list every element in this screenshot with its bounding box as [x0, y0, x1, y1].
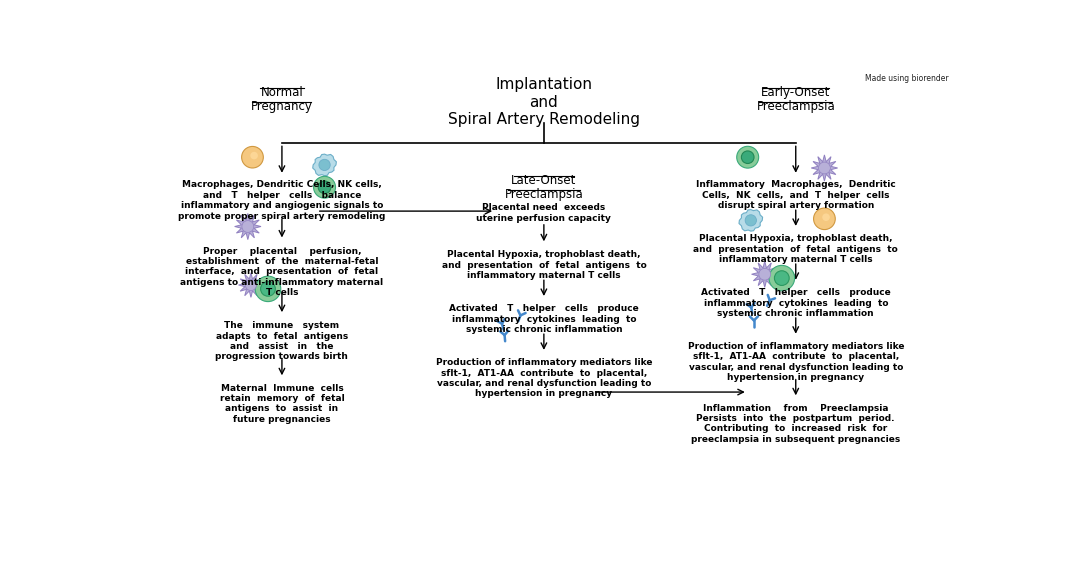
- Text: Macrophages, Dendritic Cells, NK cells,
and   T   helper   cells   balance
infla: Macrophages, Dendritic Cells, NK cells, …: [178, 180, 386, 221]
- Text: Production of inflammatory mediators like
sflt-1,  AT1-AA  contribute  to  place: Production of inflammatory mediators lik…: [436, 358, 652, 398]
- Text: The   immune   system
adapts  to  fetal  antigens
and   assist   in   the
progre: The immune system adapts to fetal antige…: [215, 321, 348, 362]
- Circle shape: [737, 146, 758, 168]
- Circle shape: [318, 159, 330, 170]
- Text: Activated   T   helper   cells   produce
inflammatory  cytokines  leading  to
sy: Activated T helper cells produce inflamm…: [701, 288, 890, 318]
- Text: Proper    placental    perfusion,
establishment  of  the  maternal-fetal
interfa: Proper placental perfusion, establishmen…: [180, 246, 383, 297]
- Circle shape: [814, 208, 835, 229]
- Polygon shape: [239, 273, 263, 297]
- Circle shape: [256, 276, 281, 302]
- Text: Late-Onset: Late-Onset: [511, 174, 576, 187]
- Polygon shape: [812, 155, 837, 181]
- Text: Pregnancy: Pregnancy: [251, 100, 313, 113]
- Polygon shape: [739, 209, 763, 231]
- Circle shape: [313, 176, 335, 198]
- Text: Maternal  Immune  cells
retain  memory  of  fetal
antigens  to  assist  in
futur: Maternal Immune cells retain memory of f…: [219, 384, 344, 424]
- Circle shape: [759, 269, 771, 280]
- Text: Inflammatory  Macrophages,  Dendritic
Cells,  NK  cells,  and  T  helper  cells
: Inflammatory Macrophages, Dendritic Cell…: [695, 180, 896, 210]
- Text: Placental Hypoxia, trophoblast death,
and  presentation  of  fetal  antigens  to: Placental Hypoxia, trophoblast death, an…: [442, 250, 646, 280]
- Text: Production of inflammatory mediators like
sflt-1,  AT1-AA  contribute  to  place: Production of inflammatory mediators lik…: [688, 342, 904, 382]
- Circle shape: [774, 271, 789, 285]
- Circle shape: [741, 151, 754, 163]
- Polygon shape: [234, 214, 261, 240]
- Circle shape: [242, 146, 263, 168]
- Polygon shape: [752, 261, 777, 287]
- Circle shape: [822, 214, 830, 221]
- Circle shape: [261, 281, 276, 296]
- Text: Made using biorender: Made using biorender: [865, 74, 949, 83]
- Circle shape: [318, 181, 331, 194]
- Text: Normal: Normal: [261, 87, 304, 99]
- Circle shape: [819, 162, 831, 174]
- Text: Inflammation    from    Preeclampsia
Persists  into  the  postpartum  period.
Co: Inflammation from Preeclampsia Persists …: [691, 404, 900, 444]
- Text: Placental Hypoxia, trophoblast death,
and  presentation  of  fetal  antigens  to: Placental Hypoxia, trophoblast death, an…: [693, 234, 898, 264]
- Circle shape: [746, 215, 756, 226]
- Polygon shape: [313, 154, 337, 176]
- Circle shape: [769, 266, 794, 291]
- Circle shape: [245, 280, 257, 291]
- Text: Implantation
and
Spiral Artery Remodeling: Implantation and Spiral Artery Remodelin…: [448, 77, 640, 127]
- Text: Placental need  exceeds
uterine perfusion capacity: Placental need exceeds uterine perfusion…: [476, 204, 611, 223]
- Text: Preeclampsia: Preeclampsia: [756, 100, 835, 113]
- Text: Early-Onset: Early-Onset: [761, 87, 831, 99]
- Text: Activated   T   helper   cells   produce
inflammatory  cytokines  leading  to
sy: Activated T helper cells produce inflamm…: [449, 304, 639, 334]
- Circle shape: [250, 152, 258, 159]
- Text: Preeclampsia: Preeclampsia: [505, 188, 584, 201]
- Circle shape: [242, 221, 253, 232]
